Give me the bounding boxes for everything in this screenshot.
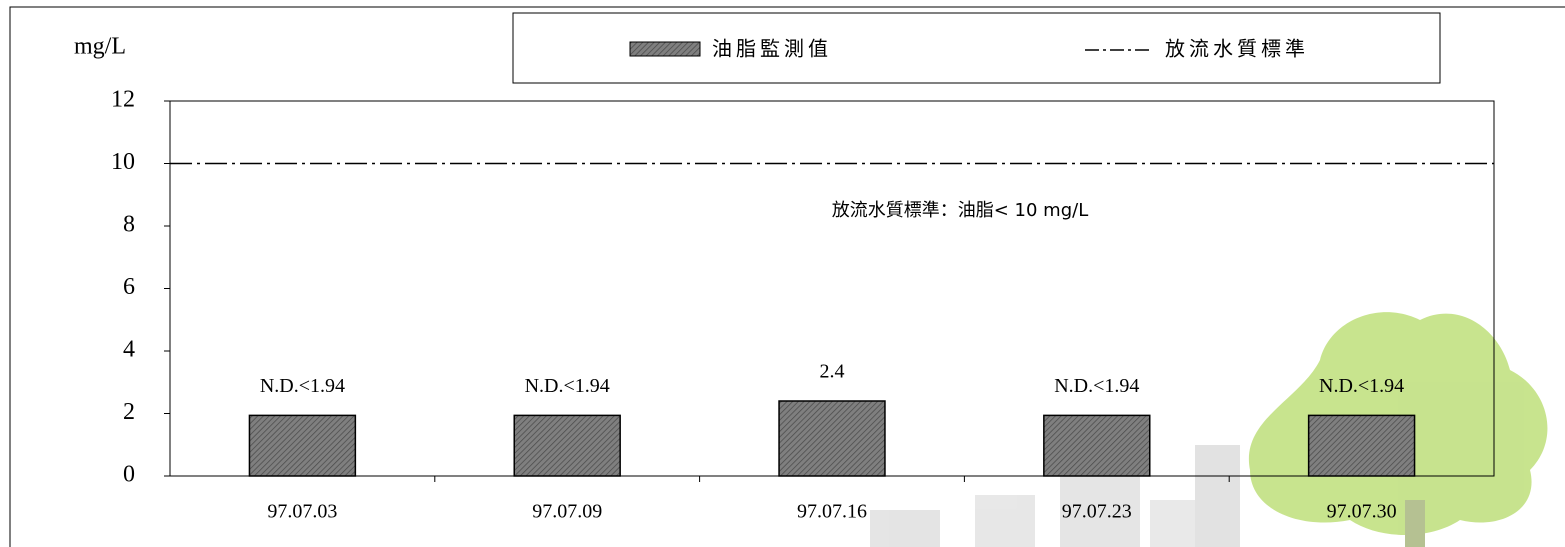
x-tick-label: 97.07.03 xyxy=(267,501,337,523)
legend-swatch xyxy=(629,41,701,57)
y-tick-label: 4 xyxy=(123,337,135,363)
bar xyxy=(248,414,357,477)
x-tick-label: 97.07.09 xyxy=(532,501,602,523)
legend-label: 放流水質標準 xyxy=(1165,37,1309,61)
y-tick-label: 2 xyxy=(123,399,135,425)
value-label: N.D.<1.94 xyxy=(1319,375,1404,397)
chart-frame xyxy=(9,6,1565,547)
y-tick-label: 6 xyxy=(123,274,135,300)
bar xyxy=(1307,414,1416,477)
bar xyxy=(778,400,886,477)
value-label: N.D.<1.94 xyxy=(260,375,345,397)
x-tick-label: 97.07.16 xyxy=(797,501,867,523)
x-tick-label: 97.07.23 xyxy=(1062,501,1132,523)
y-tick-label: 12 xyxy=(111,87,135,113)
y-tick-label: 8 xyxy=(123,212,135,238)
value-label: N.D.<1.94 xyxy=(1054,375,1139,397)
value-label: 2.4 xyxy=(820,361,845,383)
legend-label: 油脂監測值 xyxy=(712,37,832,61)
y-tick-label: 0 xyxy=(123,462,135,488)
value-label: N.D.<1.94 xyxy=(525,375,610,397)
bar xyxy=(513,414,621,477)
background-decoration xyxy=(870,312,1548,547)
bar xyxy=(1043,414,1151,477)
annotation: 放流水質標準：油脂< 10 mg/L xyxy=(832,200,1088,221)
y-tick-label: 10 xyxy=(111,149,135,175)
x-tick-label: 97.07.30 xyxy=(1327,501,1397,523)
y-axis-label: mg/L xyxy=(74,34,126,60)
